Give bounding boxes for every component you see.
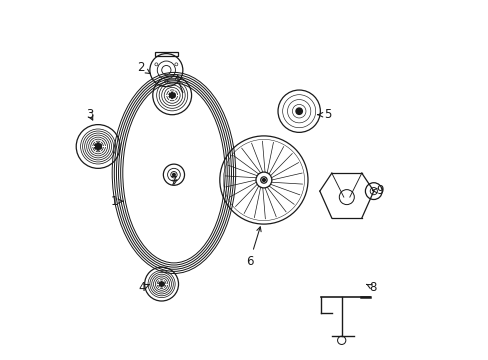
Text: 6: 6 — [245, 227, 261, 267]
Circle shape — [295, 108, 302, 114]
Text: 2: 2 — [136, 60, 150, 73]
Text: 8: 8 — [366, 281, 376, 294]
Circle shape — [172, 174, 175, 176]
Text: 9: 9 — [372, 184, 383, 197]
Text: 1: 1 — [110, 195, 123, 208]
Circle shape — [94, 143, 102, 150]
Text: 4: 4 — [138, 281, 149, 294]
Text: 5: 5 — [317, 108, 330, 121]
Text: 7: 7 — [170, 175, 177, 188]
Circle shape — [158, 281, 164, 287]
Text: 3: 3 — [86, 108, 94, 121]
Circle shape — [260, 177, 266, 183]
Circle shape — [262, 179, 265, 181]
Circle shape — [168, 92, 175, 99]
